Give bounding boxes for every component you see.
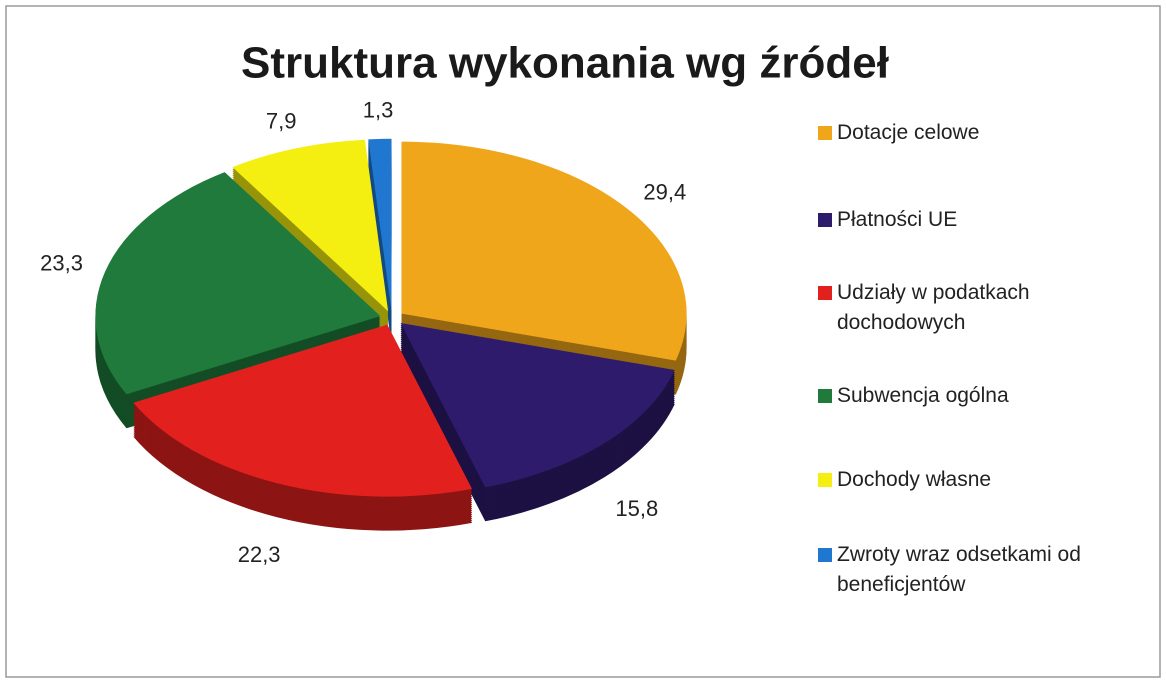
legend-swatch — [818, 126, 832, 140]
pie-slice — [133, 324, 472, 497]
legend-item: Dotacje celowe — [818, 118, 1107, 148]
legend-item: Płatności UE — [818, 205, 1107, 235]
pie-slice — [401, 141, 687, 361]
legend-label: Dotacje celowe — [837, 121, 980, 144]
data-label: 15,8 — [615, 496, 658, 521]
pie — [95, 138, 687, 531]
legend-swatch — [818, 286, 832, 300]
pie-slice — [368, 138, 392, 311]
chart-title: Struktura wykonania wg źródeł — [241, 39, 889, 88]
frame-border — [5, 5, 1161, 678]
data-label: 22,3 — [238, 542, 281, 567]
legend-swatch — [818, 389, 832, 403]
legend-item: Zwroty wraz odsetkami od beneficjentów — [818, 540, 1107, 600]
data-label: 1,3 — [363, 98, 394, 123]
legend-swatch — [818, 473, 832, 487]
legend-item: Udziały w podatkach dochodowych — [818, 278, 1107, 338]
pie-slice — [95, 172, 381, 395]
legend-item: Dochody własne — [818, 465, 1107, 495]
legend-label: Zwroty wraz odsetkami od beneficjentów — [837, 543, 1081, 596]
legend-label: Dochody własne — [837, 468, 992, 491]
legend-label: Subwencja ogólna — [837, 384, 1009, 407]
data-label: 29,4 — [643, 179, 686, 204]
data-label: 23,3 — [40, 251, 83, 276]
legend-swatch — [818, 213, 832, 227]
legend-item: Subwencja ogólna — [818, 381, 1107, 411]
pie-slice — [232, 139, 389, 312]
legend-label: Płatności UE — [837, 208, 958, 231]
legend-label: Udziały w podatkach dochodowych — [837, 281, 1030, 334]
legend-swatch — [818, 548, 832, 562]
data-label: 7,9 — [266, 109, 297, 134]
pie-slice — [400, 323, 675, 488]
